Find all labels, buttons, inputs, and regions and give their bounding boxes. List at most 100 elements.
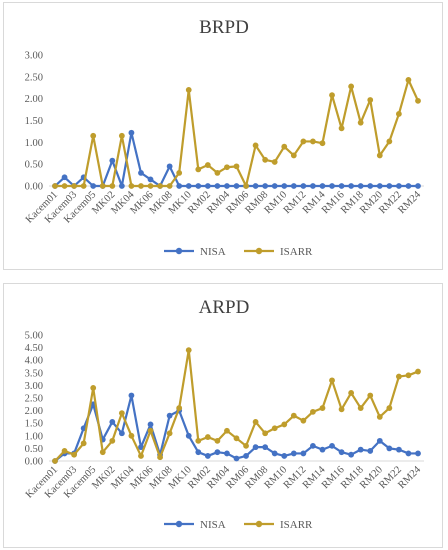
data-point-isarr	[204, 162, 211, 168]
legend-label-isarr: ISARR	[280, 246, 313, 258]
data-point-nisa	[405, 183, 412, 189]
data-point-isarr	[80, 440, 87, 447]
data-point-nisa	[252, 444, 259, 451]
data-point-nisa	[195, 449, 202, 456]
data-point-nisa	[386, 445, 393, 452]
data-point-nisa	[109, 419, 116, 425]
data-point-isarr	[319, 140, 326, 147]
data-point-isarr	[376, 152, 383, 159]
data-point-nisa	[395, 446, 402, 453]
data-point-nisa	[415, 450, 421, 457]
data-point-isarr	[90, 385, 97, 391]
data-point-isarr	[281, 421, 288, 428]
data-point-nisa	[109, 157, 116, 164]
data-point-isarr	[395, 111, 402, 117]
y-tick-label: 0.50	[25, 444, 43, 455]
data-point-isarr	[338, 406, 345, 413]
data-point-nisa	[138, 170, 144, 176]
data-point-nisa	[338, 183, 345, 189]
data-point-nisa	[214, 183, 221, 189]
data-point-nisa	[310, 442, 316, 449]
data-point-nisa	[214, 449, 221, 456]
data-point-isarr	[281, 143, 288, 150]
data-point-isarr	[90, 132, 97, 139]
legend-marker-nisa	[175, 520, 183, 528]
legend-label-isarr: ISARR	[280, 519, 313, 531]
data-point-isarr	[71, 183, 78, 189]
y-tick-label: 2.50	[25, 394, 43, 405]
data-point-isarr	[290, 152, 297, 159]
data-point-isarr	[338, 125, 345, 132]
data-point-isarr	[367, 392, 374, 399]
data-point-isarr	[243, 183, 249, 189]
data-point-nisa	[262, 444, 269, 451]
data-point-nisa	[233, 455, 240, 462]
data-point-isarr	[300, 417, 307, 424]
data-point-nisa	[204, 453, 211, 459]
data-point-isarr	[395, 373, 402, 380]
chart-title: BRPD	[199, 17, 249, 38]
data-point-nisa	[329, 442, 335, 449]
data-point-isarr	[128, 432, 135, 439]
x-tick-label: RM24	[396, 464, 423, 491]
data-point-isarr	[61, 183, 68, 189]
data-point-isarr	[233, 163, 240, 170]
data-point-isarr	[357, 119, 364, 126]
data-point-nisa	[252, 183, 259, 189]
data-point-isarr	[195, 437, 202, 444]
y-tick-label: 0.00	[25, 457, 43, 468]
y-tick-label: 3.00	[25, 51, 43, 62]
data-point-isarr	[262, 156, 269, 163]
data-point-isarr	[138, 453, 144, 459]
data-point-nisa	[310, 183, 316, 189]
data-point-nisa	[338, 449, 345, 456]
y-tick-label: 0.00	[25, 182, 43, 193]
data-point-nisa	[281, 183, 288, 189]
y-tick-label: 2.00	[25, 94, 43, 105]
y-tick-label: 3.00	[25, 381, 43, 392]
chart-arpd: ARPD 0.00 0.50 1.001.50 2.002.50 3.00 3.504.00…	[24, 297, 424, 531]
data-point-nisa	[395, 183, 402, 189]
data-point-nisa	[348, 183, 355, 189]
data-point-isarr	[138, 183, 144, 189]
data-point-isarr	[224, 427, 230, 434]
data-point-isarr	[243, 442, 249, 449]
data-point-nisa	[386, 183, 393, 189]
data-point-isarr	[252, 419, 259, 425]
data-point-nisa	[319, 446, 326, 453]
data-point-isarr	[319, 405, 326, 411]
data-point-nisa	[118, 430, 125, 437]
y-tick-label: 1.00	[25, 431, 43, 442]
y-tick-label: 5.00	[25, 331, 43, 342]
data-point-isarr	[386, 405, 393, 411]
data-point-isarr	[405, 76, 412, 83]
data-point-isarr	[386, 138, 393, 145]
data-point-isarr	[176, 170, 183, 176]
data-point-nisa	[176, 183, 183, 189]
data-point-isarr	[71, 451, 78, 458]
data-point-nisa	[185, 432, 192, 439]
data-point-isarr	[300, 138, 307, 145]
x-tick-label: RM24	[396, 189, 423, 216]
data-point-nisa	[348, 451, 355, 458]
chart-panel-arpd: ARPD 0.00 0.50 1.00 1.50 2.00 2.50 3.00 3.50 4.00…	[3, 283, 443, 548]
data-point-isarr	[310, 408, 316, 415]
data-point-nisa	[243, 453, 249, 459]
data-point-isarr	[415, 97, 421, 104]
legend-label-nisa: NISA	[200, 519, 226, 531]
data-point-nisa	[128, 392, 135, 399]
data-point-isarr	[415, 368, 421, 375]
data-point-isarr	[147, 183, 154, 189]
data-point-isarr	[405, 372, 412, 379]
y-tick-label: 3.50	[25, 368, 43, 379]
data-point-nisa	[138, 444, 144, 451]
chart-brpd: BRPD0.000.501.001.502.002.503.00Kacem01K…	[24, 17, 424, 258]
series-line-nisa	[54, 131, 418, 188]
data-point-nisa	[367, 448, 374, 454]
data-point-nisa	[224, 450, 230, 457]
data-point-isarr	[310, 138, 316, 145]
y-tick-label: 2.50	[25, 72, 43, 83]
data-point-isarr	[52, 458, 58, 464]
data-point-isarr	[166, 183, 173, 189]
data-point-nisa	[195, 183, 202, 189]
